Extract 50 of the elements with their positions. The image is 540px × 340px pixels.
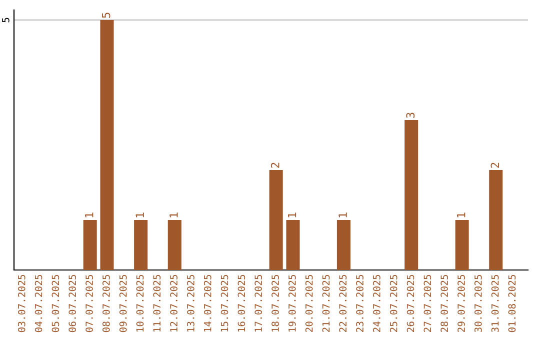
bar — [168, 220, 182, 270]
data-label: 1 — [85, 212, 94, 218]
x-tick-label: 28.07.2025 — [440, 274, 448, 332]
data-label: 5 — [102, 12, 110, 18]
data-label: 2 — [490, 162, 499, 168]
x-tick-label: 14.07.2025 — [204, 274, 212, 332]
bar — [489, 170, 503, 270]
x-tick-label: 15.07.2025 — [220, 274, 228, 332]
x-tick-label: 19.07.2025 — [288, 274, 296, 332]
bar — [100, 20, 114, 270]
x-tick-label: 25.07.2025 — [390, 274, 398, 332]
data-label: 1 — [170, 212, 178, 218]
x-tick-label: 24.07.2025 — [373, 274, 380, 332]
x-tick-label: 10.07.2025 — [136, 274, 144, 332]
x-tick-label: 08.07.2025 — [102, 274, 110, 332]
x-tick-label: 13.07.2025 — [187, 274, 194, 332]
x-tick-label: 17.07.2025 — [254, 274, 262, 332]
bar — [286, 220, 300, 270]
bar — [404, 120, 418, 270]
x-tick-label: 23.07.2025 — [356, 274, 364, 332]
x-tick-label: 27.07.2025 — [424, 274, 432, 332]
data-label: 1 — [338, 212, 347, 218]
bar — [269, 170, 283, 270]
x-tick-label: 06.07.2025 — [68, 274, 76, 332]
x-tick-label: 11.07.2025 — [153, 274, 161, 332]
x-tick-label: 30.07.2025 — [474, 274, 482, 332]
x-tick-label: 21.07.2025 — [322, 274, 330, 332]
x-tick-label: 22.07.2025 — [339, 274, 347, 332]
x-tick-label: 31.07.2025 — [491, 274, 499, 332]
x-tick-label: 05.07.2025 — [52, 274, 60, 332]
data-label: 3 — [406, 112, 415, 118]
x-tick-label: 18.07.2025 — [272, 274, 279, 332]
x-tick-label: 20.07.2025 — [305, 274, 313, 332]
data-label: 1 — [457, 212, 466, 218]
x-tick-label: 01.08.2025 — [508, 274, 516, 332]
x-tick-label: 03.07.2025 — [18, 274, 26, 332]
x-tick-label: 09.07.2025 — [119, 274, 127, 332]
data-label: 2 — [270, 162, 280, 168]
x-tick-label: 07.07.2025 — [86, 274, 93, 332]
data-label: 1 — [136, 212, 144, 218]
x-tick-label: 29.07.2025 — [458, 274, 465, 332]
x-tick-label: 04.07.2025 — [34, 274, 42, 332]
bar — [83, 220, 97, 270]
bar — [336, 220, 350, 270]
bar — [455, 220, 469, 270]
x-tick-label: 16.07.2025 — [238, 274, 246, 332]
x-tick-label: 12.07.2025 — [170, 274, 178, 332]
data-label: 1 — [288, 212, 296, 218]
x-tick-label: 26.07.2025 — [406, 274, 414, 332]
bar — [134, 220, 148, 270]
